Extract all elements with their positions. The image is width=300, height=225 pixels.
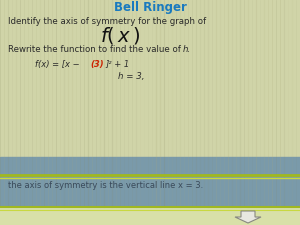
Polygon shape	[235, 211, 261, 223]
Text: (3): (3)	[90, 59, 104, 68]
Bar	[0, 157, 300, 207]
Text: Bell Ringer: Bell Ringer	[114, 0, 186, 13]
Text: ]² + 1: ]² + 1	[105, 59, 129, 68]
Text: Rewrite the function to find the value of: Rewrite the function to find the value o…	[8, 45, 184, 54]
Bar	[0, 207, 300, 225]
Bar	[0, 0, 300, 175]
Text: h = 3,: h = 3,	[118, 72, 145, 81]
Text: Identify the axis of symmetry for the graph of: Identify the axis of symmetry for the gr…	[8, 16, 206, 25]
Text: f(x) = [x −: f(x) = [x −	[35, 59, 82, 68]
Text: the axis of symmetry is the vertical line x = 3.: the axis of symmetry is the vertical lin…	[8, 180, 203, 189]
Text: $\mathit{f}(\,\mathit{x}\,)$: $\mathit{f}(\,\mathit{x}\,)$	[100, 25, 140, 45]
Text: h.: h.	[183, 45, 191, 54]
